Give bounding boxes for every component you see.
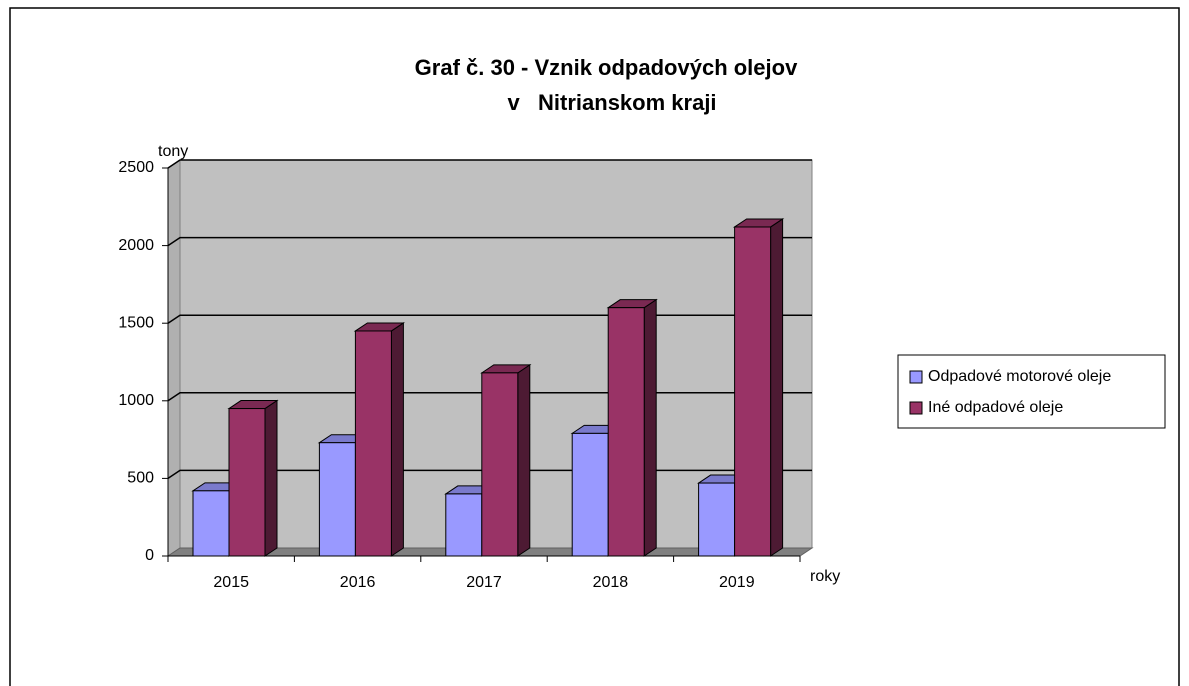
bar-side — [264, 399, 278, 557]
bar — [353, 322, 406, 557]
bar-front — [698, 482, 736, 557]
bar-front — [607, 307, 645, 557]
x-tick-label: 2015 — [213, 574, 249, 591]
side-wall — [167, 159, 181, 557]
bar — [606, 298, 658, 557]
x-tick-label: 2016 — [340, 574, 376, 591]
y-tick-label: 1500 — [118, 314, 154, 331]
chart-title: Graf č. 30 - Vznik odpadových olejov — [415, 55, 798, 80]
bar-front — [571, 432, 609, 557]
y-tick-label: 0 — [145, 547, 154, 564]
x-tick-label: 2018 — [593, 574, 629, 591]
bar-side — [770, 218, 784, 557]
y-tick-label: 2500 — [118, 159, 154, 176]
y-tick-label: 2000 — [118, 237, 154, 254]
chart-title: v Nitrianskom kraji — [507, 90, 716, 115]
grid-line — [167, 236, 812, 247]
bar-front — [734, 226, 772, 557]
bar-front — [481, 372, 519, 557]
bar — [227, 399, 279, 557]
y-axis-label: tony — [158, 143, 188, 160]
bar-side — [517, 363, 531, 557]
grid-line — [167, 392, 812, 402]
grid-line — [167, 159, 812, 169]
legend-label: Odpadové motorové oleje — [928, 368, 1111, 385]
bar-side — [390, 322, 404, 557]
legend-box — [897, 354, 1166, 429]
y-tick-label: 1000 — [118, 392, 154, 409]
bar-front — [318, 442, 356, 557]
chart-frame — [9, 7, 1180, 686]
grid-line — [167, 314, 812, 324]
x-tick-label: 2017 — [466, 574, 502, 591]
y-tick-label: 500 — [127, 470, 154, 487]
x-axis-label: roky — [810, 568, 840, 585]
bar-front — [354, 330, 392, 557]
bar — [732, 218, 785, 557]
bar-front — [192, 490, 230, 557]
legend-label: Iné odpadové oleje — [928, 399, 1063, 416]
x-tick-label: 2019 — [719, 574, 755, 591]
legend-swatch — [909, 370, 923, 384]
bar — [480, 363, 532, 557]
legend-swatch — [909, 401, 923, 415]
bar-side — [643, 298, 657, 557]
bar-front — [445, 493, 483, 557]
bar-front — [228, 408, 266, 557]
